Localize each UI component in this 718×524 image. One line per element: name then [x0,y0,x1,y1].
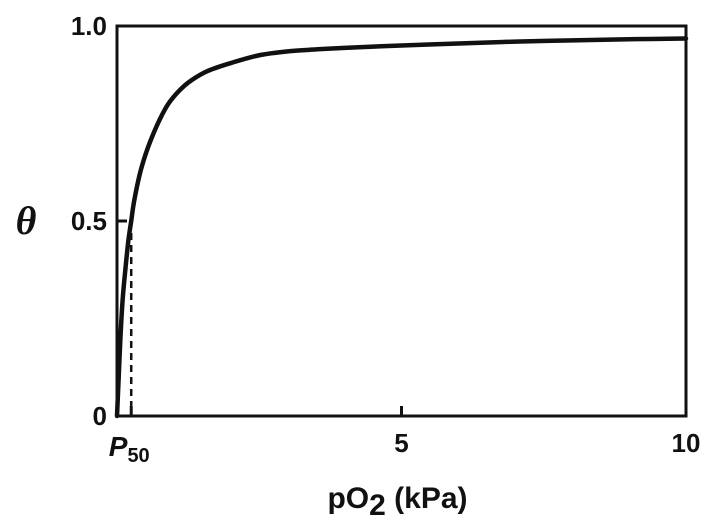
y-axis-title: θ [16,198,37,243]
plot-frame [115,24,688,418]
y-tick-label: 0.5 [71,206,107,236]
y-tick-label: 0 [93,401,107,431]
x-tick-label: 5 [394,428,408,458]
y-tick-label: 1.0 [71,11,107,41]
x-axis-title: pO2 (kPa) [327,482,467,522]
saturation-curve-0 [114,36,689,419]
x-tick-label: 10 [672,428,701,458]
p50-tick-label: P50 [109,431,150,467]
